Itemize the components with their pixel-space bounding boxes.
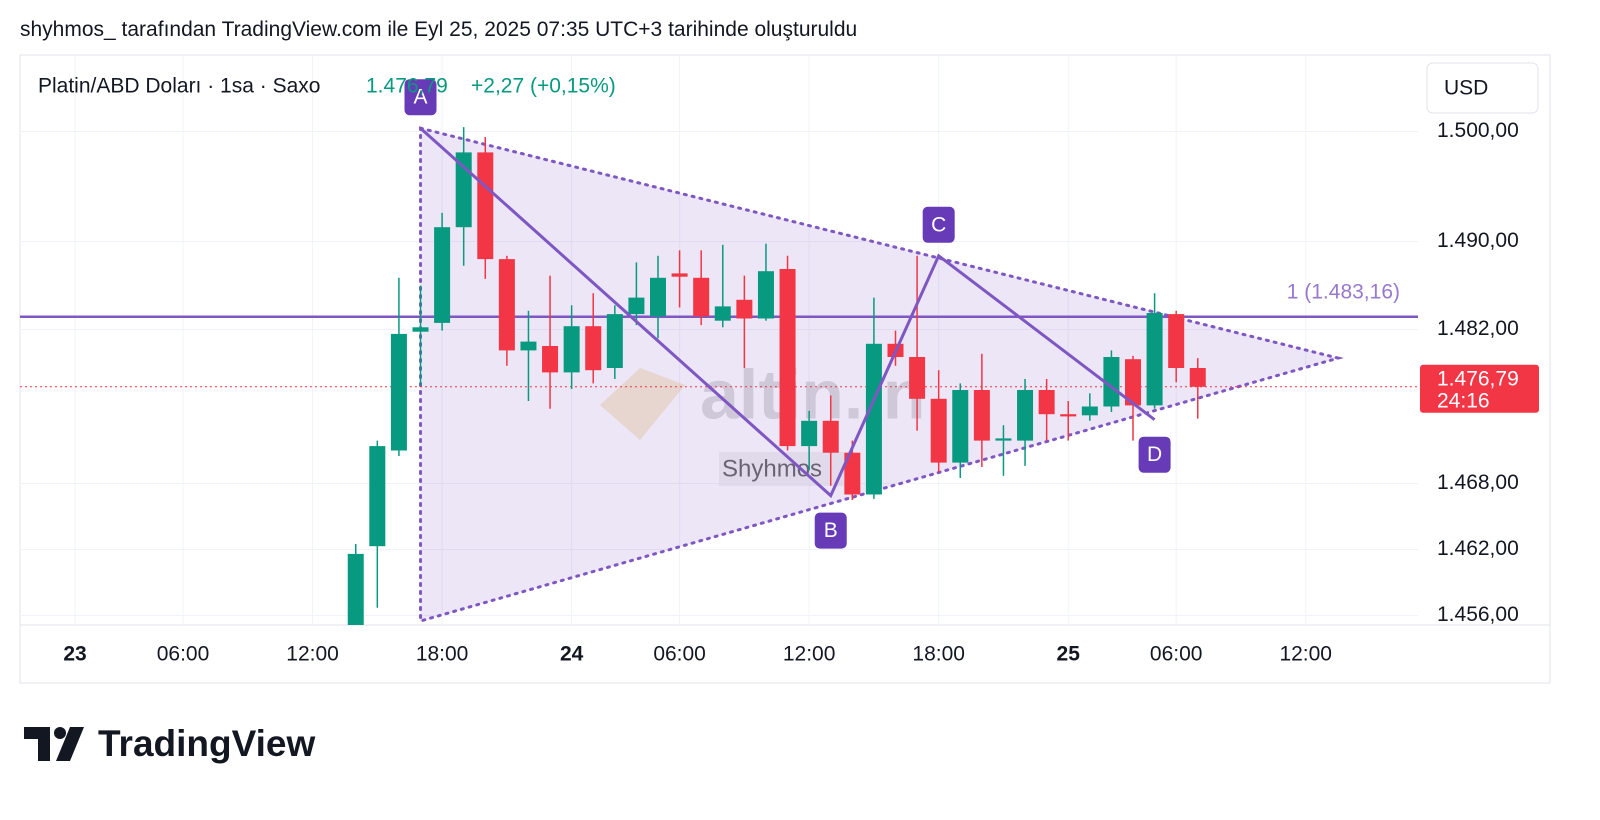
x-tick-label: 25 — [1057, 643, 1081, 666]
candle-body — [650, 277, 667, 317]
price-change: +2,27 (+0,15%) — [471, 75, 616, 98]
x-tick-label: 12:00 — [1279, 643, 1332, 666]
pattern-label-box — [404, 79, 437, 116]
y-tick-label: 1.490,00 — [1437, 229, 1519, 252]
x-tick-label: 12:00 — [286, 643, 339, 666]
candle-body — [671, 273, 688, 277]
x-tick-label: 06:00 — [653, 643, 706, 666]
y-tick-label: 1.462,00 — [1437, 537, 1519, 560]
candle-body — [1125, 359, 1142, 406]
countdown: 24:16 — [1437, 389, 1490, 412]
x-tick-label: 06:00 — [1150, 643, 1203, 666]
y-tick-label: 1.468,00 — [1437, 471, 1519, 494]
price-label-box — [1420, 364, 1539, 413]
y-tick-label: 1.456,00 — [1437, 603, 1519, 626]
horizontal-line-label: 1 (1.483,16) — [1287, 280, 1400, 303]
pattern-label: C — [931, 213, 946, 236]
x-tick-label: 18:00 — [416, 643, 469, 666]
candle-body — [1168, 314, 1185, 368]
candle-body — [477, 152, 494, 260]
candle-body — [714, 306, 731, 321]
candle-body — [434, 227, 451, 323]
pattern-label-box — [1138, 436, 1171, 473]
y-tick-label: 1.482,00 — [1437, 317, 1519, 340]
candle-body — [542, 346, 559, 373]
candle-body — [1038, 390, 1055, 415]
brand: TradingView — [98, 723, 315, 764]
watermark-logo — [600, 368, 685, 440]
candle-body — [736, 299, 753, 319]
candle-body — [1017, 390, 1034, 441]
candle-body — [693, 277, 710, 317]
pattern-label-box — [922, 206, 955, 243]
candle-body — [390, 333, 407, 451]
candle-body — [412, 327, 429, 332]
x-tick-label: 24 — [560, 643, 584, 666]
candle-body — [628, 297, 645, 315]
candle-body — [909, 357, 926, 399]
candle-body — [563, 326, 580, 373]
author-bg — [719, 452, 844, 486]
x-tick-label: 18:00 — [912, 643, 965, 666]
chart-frame — [19, 54, 1551, 684]
caption: shyhmos_ tarafından TradingView.com ile … — [20, 18, 858, 41]
brand-logo: TradingView — [24, 723, 315, 764]
candle-body — [1060, 414, 1077, 417]
pattern-label: D — [1147, 443, 1162, 466]
candle-body — [1189, 368, 1206, 387]
candle-body — [369, 446, 386, 547]
candle-body — [930, 398, 947, 463]
candle-body — [952, 390, 969, 463]
price-label: 1.476,79 — [1437, 367, 1519, 390]
candle-body — [801, 420, 818, 447]
currency-box[interactable] — [1426, 62, 1539, 114]
candle-body — [1081, 406, 1098, 416]
symbol: Platin/ABD Doları · 1sa · Saxo — [38, 75, 320, 98]
candle-body — [1146, 313, 1163, 406]
candle-body — [973, 390, 990, 441]
pattern-label-box — [814, 512, 847, 549]
author: Shyhmos — [722, 455, 822, 482]
candle-body — [585, 326, 602, 371]
currency[interactable]: USD — [1444, 77, 1488, 100]
pattern-label: B — [824, 519, 838, 542]
pattern-label: A — [414, 86, 428, 109]
last-price: 1.476,79 — [366, 75, 448, 98]
y-tick-label: 1.500,00 — [1437, 119, 1519, 142]
candle-body — [520, 341, 537, 351]
candle-body — [757, 271, 774, 319]
candle-body — [347, 553, 364, 625]
x-tick-label: 12:00 — [783, 643, 836, 666]
x-tick-label: 06:00 — [157, 643, 210, 666]
candle-body — [1103, 357, 1120, 407]
candle-body — [844, 452, 861, 495]
candle-body — [995, 438, 1012, 441]
pattern-line — [419, 127, 1156, 499]
candle-body — [606, 314, 623, 368]
candle-body — [779, 269, 796, 447]
candle-body — [822, 420, 839, 453]
x-tick-label: 23 — [63, 643, 86, 666]
candle-body — [498, 259, 515, 351]
candle-body — [865, 343, 882, 495]
